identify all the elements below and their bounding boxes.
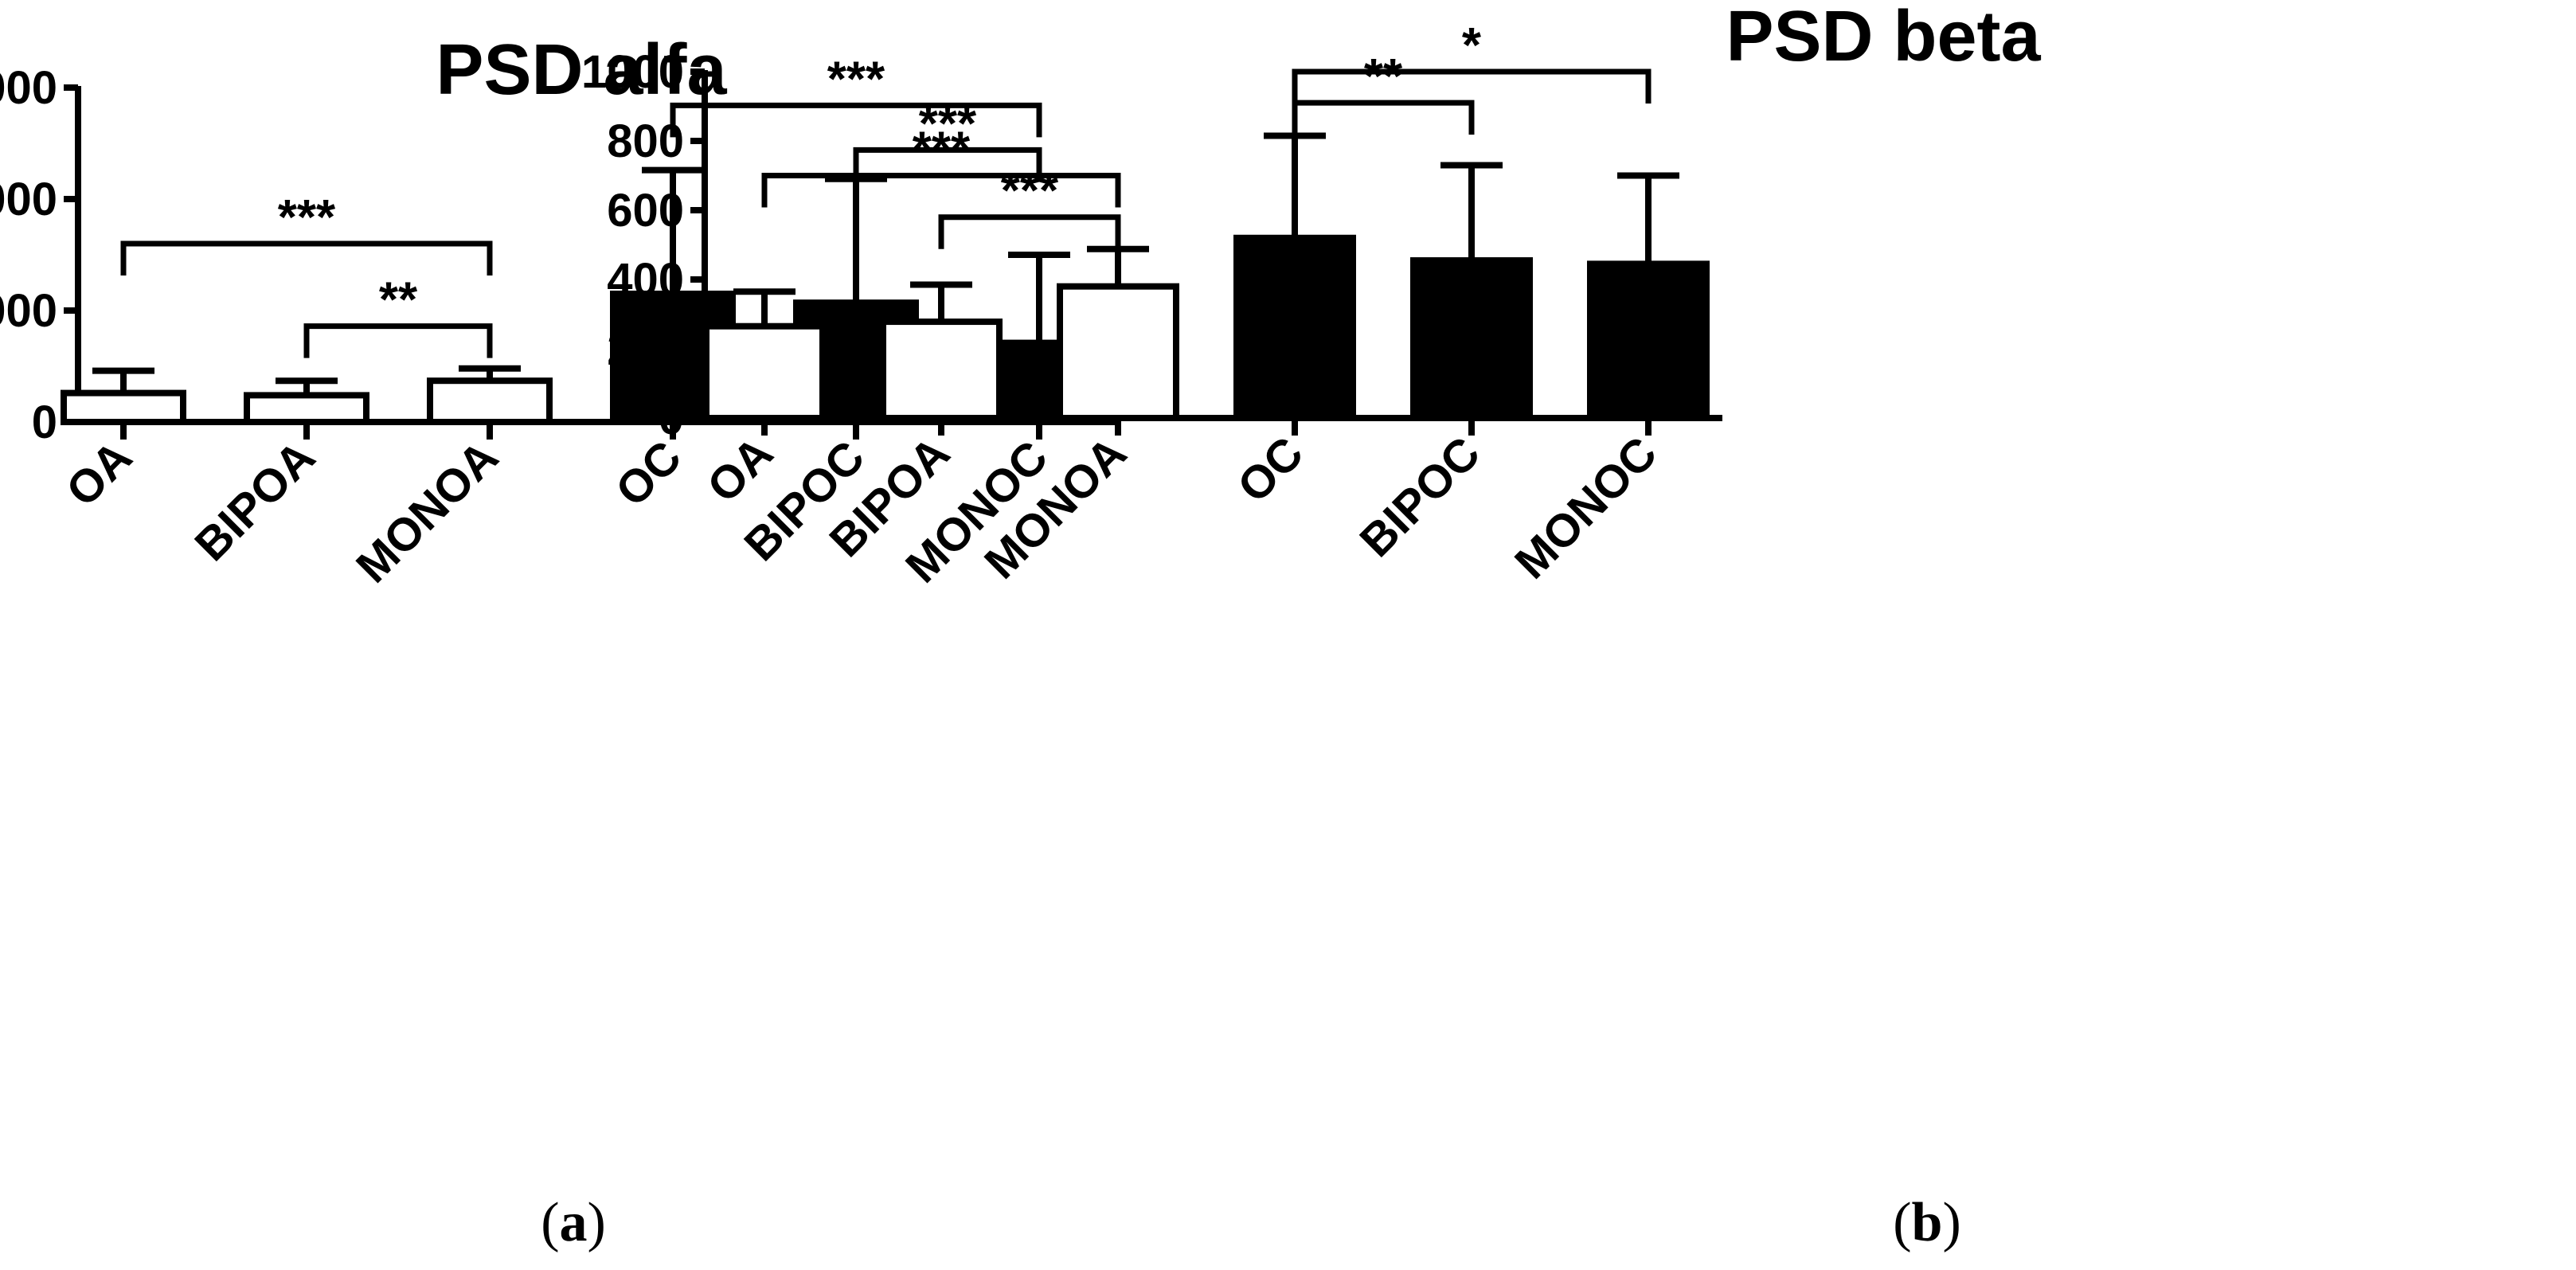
panel-a-psd-alfa-chart: PSD alfa 050001000015000OABIPOAMONOAOCBI… [0,30,1115,592]
panel-a-caption: (a) [541,1192,606,1253]
bar-monoa [1057,283,1179,422]
y-tick-label: 5000 [0,285,57,337]
bar-oa [61,389,186,426]
chart-title: PSD beta [1726,0,2041,76]
y-tick-label: 1000 [581,46,684,98]
x-category-label: MONOA [346,431,508,592]
x-category-label: MONOC [1505,427,1667,588]
significance-label: ** [379,273,418,328]
chart-title: PSD alfa [436,30,727,110]
y-tick-label: 15000 [0,62,57,114]
significance-bracket [120,240,493,275]
x-category-label: OC [1228,427,1313,512]
significance-label: *** [913,123,971,178]
bar-bipoa [244,392,369,425]
y-tick-label: 0 [32,397,57,448]
bar-oa [703,322,826,422]
significance-bracket [303,323,493,358]
bar-bipoc [1410,257,1533,422]
bar-bipoa [880,318,1003,422]
y-tick-label: 10000 [0,174,57,225]
bar-monoc [1587,260,1710,421]
significance-bracket [853,147,1042,182]
y-tick-label: 200 [607,323,684,375]
significance-bracket [1292,68,1652,104]
x-category-label: OA [57,431,142,516]
panel-b-caption: (b) [1893,1192,1961,1253]
significance-label: *** [278,190,336,245]
x-category-label: BIPOA [185,431,325,571]
x-category-label: BIPOC [1350,427,1490,567]
significance-label: *** [919,96,977,151]
significance-label: *** [1001,164,1059,219]
y-tick-label: 0 [659,393,684,444]
significance-bracket [761,173,1121,208]
y-tick-label: 400 [607,254,684,306]
significance-label: * [1462,18,1482,73]
significance-bracket [670,102,1042,138]
significance-label: *** [827,52,885,107]
y-tick-label: 600 [607,185,684,236]
significance-label: ** [1364,49,1403,104]
bar-monoa [427,377,553,426]
bar-oc [1233,234,1356,421]
significance-bracket [1292,100,1475,135]
y-tick-label: 800 [607,115,684,167]
significance-bracket [938,214,1121,249]
